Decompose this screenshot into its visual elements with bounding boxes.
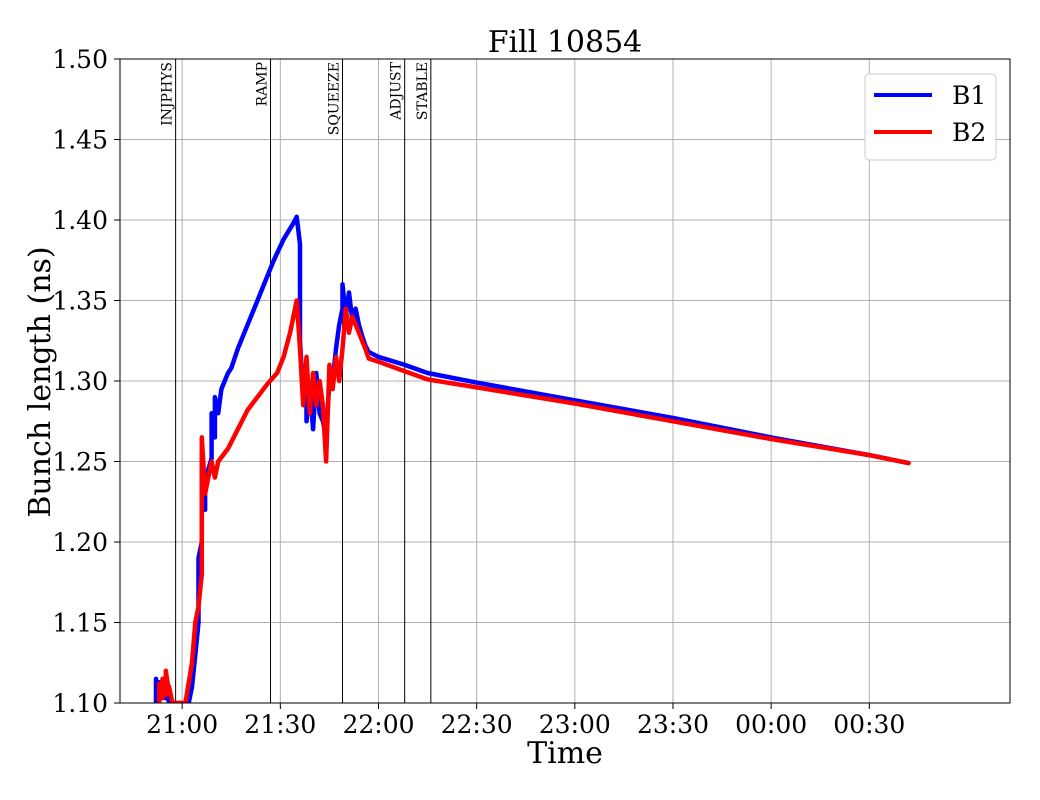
y-tick-label: 1.25 (52, 448, 108, 477)
y-tick-label: 1.50 (52, 45, 108, 74)
x-axis-label: Time (527, 736, 603, 771)
y-tick-label: 1.30 (52, 367, 108, 396)
x-tick-label: 22:00 (342, 710, 414, 739)
x-tick-label: 22:30 (441, 710, 513, 739)
y-tick-label: 1.40 (52, 206, 108, 235)
y-tick-label: 1.20 (52, 528, 108, 557)
y-axis: 1.10 1.15 1.20 1.25 1.30 1.35 1.40 1.45 1.50 (52, 45, 120, 718)
x-tick-label: 00:00 (735, 710, 807, 739)
event-label-stable: STABLE (415, 62, 431, 120)
event-label-ramp: RAMP (255, 62, 271, 106)
event-label-squeeze: SQUEEZE (327, 62, 343, 135)
series-line-b2 (157, 298, 911, 703)
y-tick-label: 1.35 (52, 287, 108, 316)
x-tick-label: 21:00 (146, 710, 218, 739)
series-line-b1 (153, 214, 911, 703)
chart-title: Fill 10854 (488, 25, 643, 60)
y-tick-label: 1.15 (52, 609, 108, 638)
y-tick-label: 1.45 (52, 126, 108, 155)
legend-label-b1: B1 (952, 81, 986, 110)
x-tick-label: 23:00 (539, 710, 611, 739)
x-axis: 21:00 21:30 22:00 22:30 23:00 23:30 00:00 00:30 (146, 703, 905, 739)
legend: B1 B2 (864, 73, 997, 161)
x-tick-label: 21:30 (244, 710, 316, 739)
event-label-injphys: INJPHYS (160, 62, 176, 126)
y-tick-label: 1.10 (52, 689, 108, 718)
x-tick-label: 00:30 (833, 710, 905, 739)
series-layer (153, 214, 911, 703)
y-axis-label: Bunch length (ns) (23, 246, 58, 517)
legend-label-b2: B2 (952, 118, 986, 147)
event-label-adjust: ADJUST (389, 61, 405, 120)
x-tick-label: 23:30 (637, 710, 709, 739)
